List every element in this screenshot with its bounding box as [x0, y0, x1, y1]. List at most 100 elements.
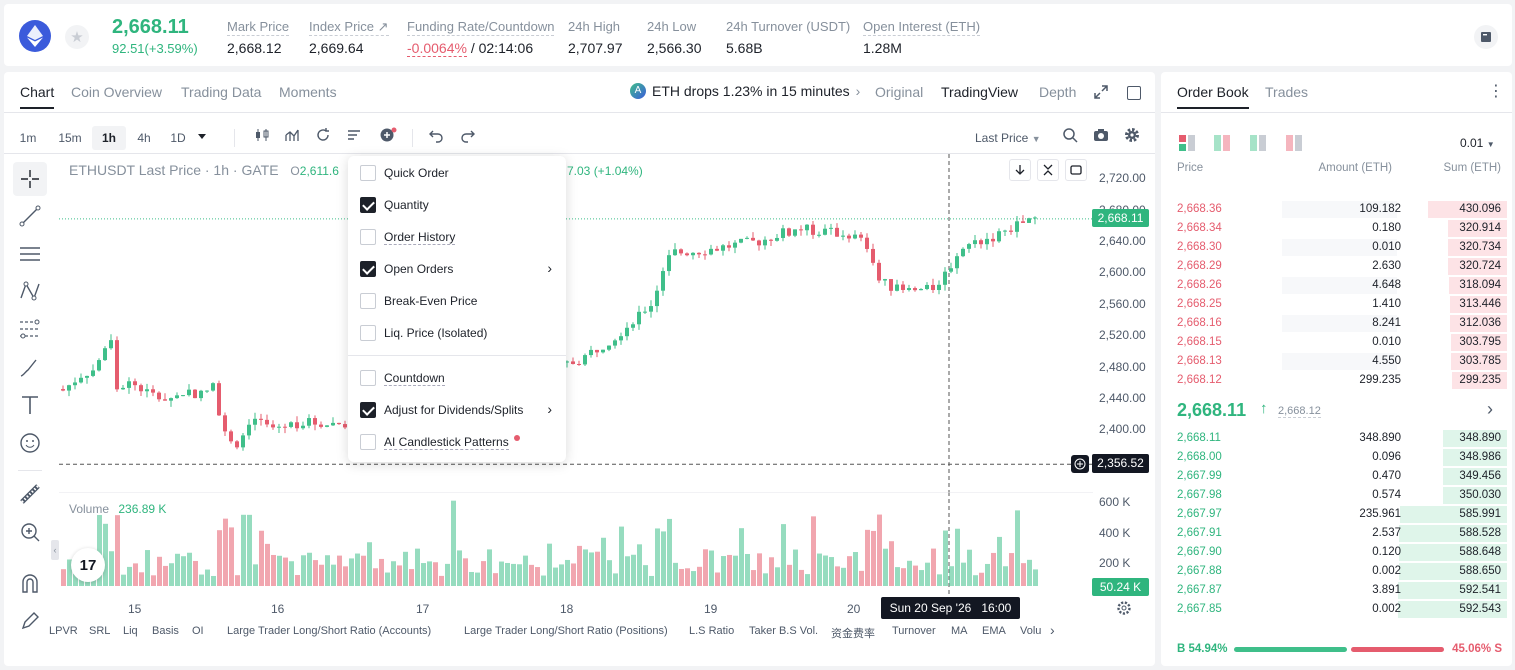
checkbox[interactable] [360, 434, 376, 450]
chevron-right-icon[interactable]: › [1487, 399, 1493, 419]
text-tool-icon[interactable] [13, 388, 47, 422]
interval-1h[interactable]: 1h [92, 126, 126, 150]
interval-15m[interactable]: 15m [58, 131, 82, 145]
checkbox[interactable] [360, 229, 376, 245]
tab-original[interactable]: Original [875, 84, 924, 100]
indicator-srl[interactable]: SRL [89, 625, 111, 637]
tab-tradingview[interactable]: TradingView [941, 84, 1019, 100]
interval-dropdown-icon[interactable] [198, 134, 206, 139]
ask-row[interactable]: 2,668.16 8.241 312.036 [1161, 314, 1512, 333]
view-split-icon[interactable] [1214, 135, 1230, 156]
camera-icon[interactable] [1093, 127, 1109, 148]
horizontal-lines-tool-icon[interactable] [13, 237, 47, 271]
checkbox[interactable] [360, 325, 376, 341]
stat-label[interactable]: Open Interest (ETH) [863, 19, 981, 36]
collapse-icon[interactable] [1037, 159, 1059, 181]
ask-row[interactable]: 2,668.13 4.550 303.785 [1161, 352, 1512, 371]
news-ticker[interactable]: A ETH drops 1.23% in 15 minutes › [630, 83, 860, 99]
mark-price-ref[interactable]: 2,668.12 [1278, 405, 1321, 418]
stat-label[interactable]: Mark Price [227, 19, 290, 36]
bid-row[interactable]: 2,668.00 0.096 348.986 [1161, 448, 1512, 467]
indicator-scroll-right-icon[interactable]: › [1050, 622, 1055, 638]
stat-label[interactable]: Funding Rate/Countdown [407, 19, 555, 36]
ruler-tool-icon[interactable] [13, 477, 47, 511]
tab-order-book[interactable]: Order Book [1177, 84, 1249, 109]
view-asks-icon[interactable] [1286, 135, 1302, 156]
crosshair-tool-icon[interactable] [13, 162, 47, 196]
bid-row[interactable]: 2,667.91 2.537 588.528 [1161, 524, 1512, 543]
ask-row[interactable]: 2,668.26 4.648 318.094 [1161, 276, 1512, 295]
checkbox[interactable] [360, 293, 376, 309]
menu-item-order-history[interactable]: Order History [348, 222, 566, 252]
tab-chart[interactable]: Chart [20, 84, 55, 109]
zoom-in-tool-icon[interactable] [13, 515, 47, 549]
more-vertical-icon[interactable]: ⋮ [1488, 83, 1504, 100]
search-icon[interactable] [1062, 127, 1078, 148]
trend-line-tool-icon[interactable] [13, 199, 47, 233]
redo-icon[interactable] [460, 127, 476, 148]
add-plugin-icon[interactable] [379, 127, 397, 148]
indicator-ema[interactable]: EMA [982, 625, 1006, 637]
menu-item-open-orders[interactable]: Open Orders › [348, 254, 566, 284]
settings-list-icon[interactable] [346, 127, 362, 148]
ask-row[interactable]: 2,668.25 1.410 313.446 [1161, 295, 1512, 314]
precision-select[interactable]: 0.01 ▼ [1460, 136, 1495, 150]
last-price-select[interactable]: Last Price ▼ [975, 126, 1041, 150]
indicator-ls-ratio[interactable]: L.S Ratio [689, 625, 735, 637]
collapse-volume-icon[interactable]: ‹ [51, 540, 59, 560]
ask-row[interactable]: 2,668.15 0.010 303.795 [1161, 333, 1512, 352]
menu-item-liq-price[interactable]: Liq. Price (Isolated) [348, 318, 566, 348]
layout-square-icon[interactable] [1127, 86, 1141, 100]
tab-moments[interactable]: Moments [279, 84, 337, 100]
candle-type-icon[interactable] [254, 127, 270, 148]
view-bids-icon[interactable] [1250, 135, 1266, 156]
magnet-tool-icon[interactable] [13, 566, 47, 600]
tab-depth[interactable]: Depth [1039, 84, 1077, 100]
bid-row[interactable]: 2,668.11 348.890 348.890 [1161, 429, 1512, 448]
checkbox[interactable] [360, 402, 376, 418]
ask-row[interactable]: 2,668.29 2.630 320.724 [1161, 257, 1512, 276]
bid-row[interactable]: 2,667.87 3.891 592.541 [1161, 581, 1512, 600]
axis-settings-icon[interactable] [1116, 600, 1132, 621]
menu-item-quick-order[interactable]: Quick Order [348, 158, 566, 188]
pencil-lock-tool-icon[interactable] [13, 604, 47, 638]
undo-icon[interactable] [428, 127, 444, 148]
emoji-tool-icon[interactable] [13, 426, 47, 460]
indicator-ma[interactable]: MA [951, 625, 968, 637]
indicator-basis[interactable]: Basis [152, 625, 179, 637]
bid-row[interactable]: 2,667.97 235.961 585.991 [1161, 505, 1512, 524]
indicator-ls-positions[interactable]: Large Trader Long/Short Ratio (Positions… [464, 625, 668, 637]
tradingview-logo[interactable]: 17 [71, 548, 105, 582]
brush-tool-icon[interactable] [13, 350, 47, 384]
indicator-oi[interactable]: OI [192, 625, 204, 637]
indicator-liq[interactable]: Liq [123, 625, 138, 637]
chevron-right-icon[interactable]: › [547, 401, 552, 417]
stat-label[interactable]: Index Price ↗ [309, 19, 389, 36]
indicator-funding-rate[interactable]: 资金费率 [831, 628, 875, 640]
view-both-icon[interactable] [1179, 135, 1195, 156]
bid-row[interactable]: 2,667.85 0.002 592.543 [1161, 600, 1512, 619]
favorite-star-icon[interactable]: ★ [65, 25, 89, 49]
interval-1d[interactable]: 1D [170, 131, 186, 145]
tab-trading-data[interactable]: Trading Data [181, 84, 262, 100]
mid-price-row[interactable]: 2,668.11 ↑ 2,668.12 › [1161, 396, 1512, 424]
interval-1m[interactable]: 1m [19, 131, 37, 145]
checkbox[interactable] [360, 261, 376, 277]
bid-row[interactable]: 2,667.98 0.574 350.030 [1161, 486, 1512, 505]
indicator-turnover[interactable]: Turnover [892, 625, 936, 637]
compare-icon[interactable] [315, 127, 331, 148]
add-alert-icon[interactable] [1071, 455, 1089, 473]
checkbox[interactable] [360, 197, 376, 213]
menu-item-countdown[interactable]: Countdown [348, 363, 566, 393]
bid-row[interactable]: 2,667.88 0.002 588.650 [1161, 562, 1512, 581]
pattern-tool-icon[interactable] [13, 274, 47, 308]
indicator-ls-accounts[interactable]: Large Trader Long/Short Ratio (Accounts) [227, 625, 432, 637]
notebook-icon[interactable] [1474, 25, 1498, 49]
ask-row[interactable]: 2,668.30 0.010 320.734 [1161, 238, 1512, 257]
tab-coin-overview[interactable]: Coin Overview [71, 84, 163, 100]
indicator-lpvr[interactable]: LPVR [49, 625, 78, 637]
menu-item-ai-candlestick[interactable]: AI Candlestick Patterns [348, 427, 566, 457]
ask-row[interactable]: 2,668.34 0.180 320.914 [1161, 219, 1512, 238]
fib-tool-icon[interactable] [13, 312, 47, 346]
tab-trades[interactable]: Trades [1265, 84, 1309, 100]
